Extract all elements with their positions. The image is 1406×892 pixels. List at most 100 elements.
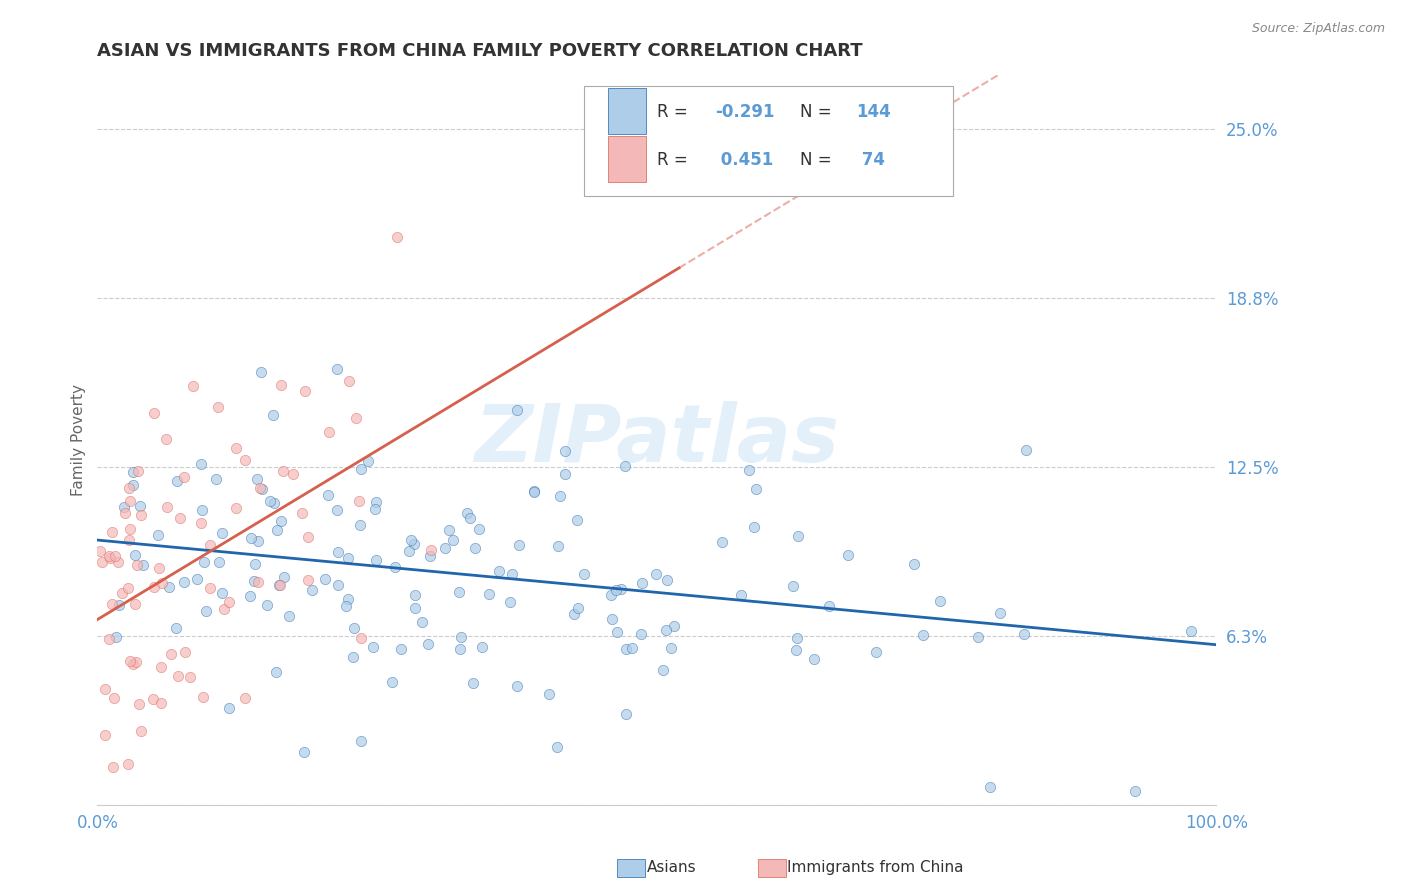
Point [146,528,169,542]
Point [1012,626,1035,640]
Point [350,631,373,645]
Point [181,379,204,393]
Point [645,566,668,581]
Point [208,555,231,569]
Point [447,585,470,599]
Point [600,612,623,626]
Point [225,500,247,515]
Point [572,566,595,581]
Point [523,484,546,499]
Point [335,599,357,613]
Point [437,523,460,537]
Point [120,654,142,668]
Point [464,541,486,556]
Point [225,441,247,455]
Point [246,574,269,589]
Point [361,640,384,654]
Point [1015,442,1038,457]
Point [456,506,478,520]
Point [488,564,510,578]
Point [89,543,111,558]
Point [297,574,319,588]
Point [174,645,197,659]
Point [865,645,887,659]
Point [101,524,124,539]
Point [314,572,336,586]
Point [508,538,530,552]
Point [143,406,166,420]
Point [107,555,129,569]
Point [173,470,195,484]
Point [547,539,569,553]
Point [104,549,127,563]
Point [239,531,262,545]
Point [599,588,621,602]
Point [233,453,256,467]
Point [112,500,135,515]
Point [122,466,145,480]
Point [903,557,925,571]
Point [782,579,804,593]
Point [266,523,288,537]
Point [118,481,141,495]
Point [127,464,149,478]
Point [190,457,212,471]
Point [98,551,121,566]
Point [249,365,271,379]
FancyBboxPatch shape [583,87,953,195]
Point [498,595,520,609]
Text: 74: 74 [856,152,884,169]
Point [127,558,149,572]
Point [501,567,523,582]
Point [349,493,371,508]
Point [101,597,124,611]
Point [399,533,422,547]
Text: R =: R = [657,103,693,121]
Point [173,574,195,589]
Point [742,520,765,534]
Point [463,676,485,690]
Point [212,602,235,616]
Point [243,574,266,589]
Point [270,515,292,529]
Text: Source: ZipAtlas.com: Source: ZipAtlas.com [1251,22,1385,36]
Point [117,582,139,596]
Point [614,641,637,656]
Point [157,580,180,594]
Point [655,573,678,587]
Point [191,690,214,705]
Point [979,780,1001,794]
Point [385,230,408,244]
Point [419,543,441,558]
Point [297,530,319,544]
Point [114,506,136,520]
Point [1180,624,1202,639]
Point [785,643,807,657]
Point [655,623,678,637]
Point [342,650,364,665]
Point [565,513,588,527]
Point [562,607,585,622]
Point [620,641,643,656]
Point [631,576,654,591]
Point [336,591,359,606]
Point [150,660,173,674]
Point [256,598,278,612]
Point [651,663,673,677]
Point [659,640,682,655]
Point [194,603,217,617]
Point [239,590,262,604]
Point [142,580,165,594]
Point [198,581,221,595]
Point [233,690,256,705]
Point [142,691,165,706]
Point [249,482,271,496]
Point [211,585,233,599]
Point [211,525,233,540]
Point [118,522,141,536]
Point [449,642,471,657]
FancyBboxPatch shape [607,87,645,135]
Text: Immigrants from China: Immigrants from China [787,860,965,874]
Point [283,467,305,481]
Point [169,511,191,525]
